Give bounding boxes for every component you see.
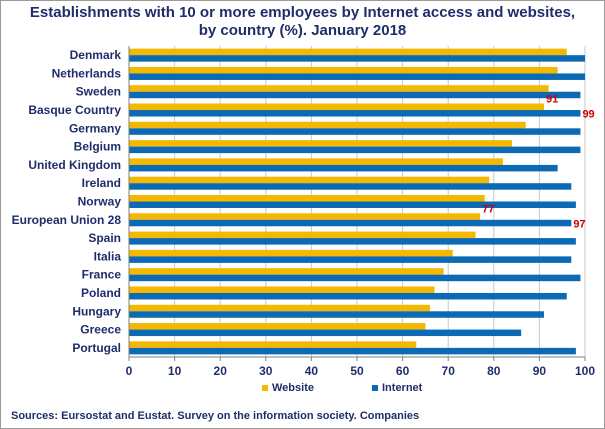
data-label: 91 (546, 94, 558, 106)
category-label: Hungary (72, 304, 121, 318)
x-tick-label: 20 (214, 364, 228, 378)
bar-website-germany (129, 121, 526, 129)
category-label: Belgium (74, 140, 121, 154)
category-label: Basque Country (28, 103, 121, 117)
bar-internet-france (129, 274, 581, 282)
bar-internet-norway (129, 201, 576, 208)
bar-website-poland (129, 286, 435, 293)
chart-title-line-2: by country (%). January 2018 (198, 22, 407, 39)
bar-internet-hungary (129, 311, 544, 318)
bar-internet-netherlands (129, 73, 585, 80)
bar-website-spain (129, 231, 476, 239)
bar-internet-italia (129, 256, 572, 263)
x-tick-label: 30 (259, 364, 273, 378)
bar-internet-portugal (129, 347, 576, 355)
category-label: Spain (88, 231, 121, 245)
bar-internet-ireland (129, 183, 572, 190)
bar-website-belgium (129, 140, 513, 147)
data-label: 99 (582, 109, 594, 121)
category-label: Germany (69, 121, 121, 135)
category-label: United Kingdom (28, 158, 121, 172)
x-tick-label: 100 (575, 364, 595, 378)
bar-website-european-union-28 (129, 213, 481, 220)
bar-website-france (129, 268, 444, 275)
legend-label-internet: Internet (382, 382, 423, 394)
x-tick-label: 0 (126, 364, 133, 378)
category-label: Ireland (82, 176, 121, 190)
bar-website-sweden (129, 85, 549, 92)
bar-internet-basque-country (129, 110, 581, 117)
category-label: France (82, 268, 122, 282)
category-label: Netherlands (52, 66, 122, 80)
bar-internet-denmark (129, 55, 585, 62)
legend-swatch-internet (372, 385, 378, 391)
x-tick-label: 50 (350, 364, 364, 378)
x-tick-label: 10 (168, 364, 182, 378)
bar-internet-spain (129, 238, 576, 245)
legend-swatch-website (262, 385, 268, 391)
data-label: 77 (482, 203, 494, 215)
category-label: Italia (94, 249, 122, 263)
bar-website-ireland (129, 176, 490, 184)
bar-internet-belgium (129, 146, 581, 154)
category-label: Sweden (76, 85, 121, 99)
bar-website-basque-country (129, 103, 544, 111)
category-label: Norway (78, 195, 122, 209)
bar-internet-european-union-28 (129, 219, 572, 227)
chart-title-line-1: Establishments with 10 or more employees… (29, 4, 576, 21)
bar-website-norway (129, 195, 485, 202)
x-tick-label: 80 (487, 364, 501, 378)
bar-internet-sweden (129, 91, 581, 99)
chart-title: Establishments with 10 or more employees… (0, 4, 605, 40)
bar-website-italia (129, 249, 453, 257)
bar-internet-germany (129, 128, 581, 135)
category-label: Greece (80, 323, 121, 337)
bar-website-united-kingdom (129, 158, 503, 165)
bar-website-hungary (129, 304, 430, 312)
bar-internet-poland (129, 292, 567, 300)
category-label: Portugal (72, 341, 121, 355)
bar-internet-greece (129, 329, 522, 337)
bar-website-netherlands (129, 66, 558, 74)
x-tick-label: 90 (533, 364, 547, 378)
category-label: European Union 28 (12, 213, 122, 227)
category-label: Denmark (70, 48, 122, 62)
bar-website-greece (129, 323, 426, 330)
legend-label-website: Website (272, 382, 314, 394)
x-tick-label: 70 (442, 364, 456, 378)
source-note: Sources: Eursostat and Eustat. Survey on… (11, 410, 420, 422)
bar-website-denmark (129, 48, 567, 56)
x-tick-label: 60 (396, 364, 410, 378)
category-label: Poland (81, 286, 121, 300)
bar-internet-united-kingdom (129, 164, 558, 172)
data-label: 97 (573, 218, 585, 230)
bar-website-portugal (129, 341, 417, 348)
x-tick-label: 40 (305, 364, 319, 378)
